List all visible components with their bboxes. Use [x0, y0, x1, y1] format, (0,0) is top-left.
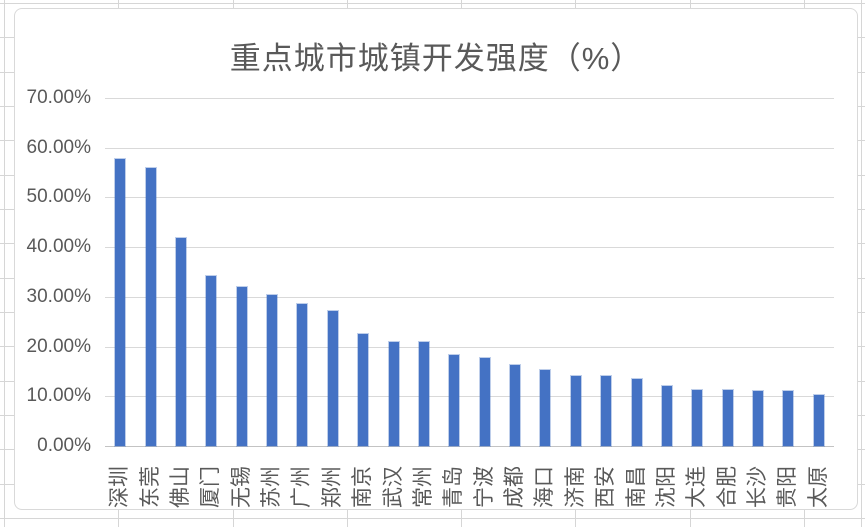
x-axis-category-label: 海口 [533, 466, 557, 508]
x-axis-category-label: 苏州 [260, 466, 284, 508]
y-gridline [105, 98, 834, 100]
x-axis-category-label: 宁波 [472, 466, 496, 508]
x-axis-category-label: 郑州 [320, 466, 344, 508]
y-axis-tick-label: 70.00% [26, 87, 91, 109]
x-axis-category-label: 武汉 [381, 466, 405, 508]
x-axis-category-label: 广州 [290, 466, 314, 508]
bar[interactable] [267, 294, 278, 446]
chart-area[interactable]: 重点城市城镇开发强度（%） 0.00% 10.00% 20.00% 30.00% 40.… [14, 8, 858, 510]
x-axis-category-label: 东莞 [138, 466, 162, 508]
bar[interactable] [388, 341, 399, 446]
x-axis-category-label: 佛山 [168, 466, 192, 508]
sheet-row-gridline [0, 517, 865, 519]
bar[interactable] [358, 333, 369, 446]
bar[interactable] [449, 355, 460, 446]
x-axis-category-label: 济南 [563, 466, 587, 508]
x-axis-line [105, 446, 834, 447]
x-axis-category-label: 贵阳 [776, 466, 800, 508]
x-axis-category-label: 厦门 [199, 466, 223, 508]
y-axis-tick-label: 40.00% [26, 236, 91, 258]
bar[interactable] [206, 276, 217, 446]
y-gridline [105, 346, 834, 348]
bar[interactable] [145, 167, 156, 446]
y-axis-tick-label: 20.00% [26, 335, 91, 357]
sheet-column-gridline [861, 0, 862, 527]
x-axis-category-label: 太原 [806, 466, 830, 508]
y-gridline [105, 247, 834, 249]
bar[interactable] [722, 390, 733, 446]
y-gridline [105, 147, 834, 149]
bar[interactable] [540, 370, 551, 446]
x-axis-category-label: 青岛 [442, 466, 466, 508]
x-axis-category-label: 无锡 [229, 466, 253, 508]
bar[interactable] [479, 358, 490, 446]
bar[interactable] [813, 394, 824, 446]
bar[interactable] [297, 303, 308, 446]
bar[interactable] [175, 238, 186, 446]
x-axis-category-label: 南昌 [624, 466, 648, 508]
bar[interactable] [327, 311, 338, 446]
sheet-row-gridline [0, 3, 865, 4]
x-axis-category-label: 沈阳 [654, 466, 678, 508]
y-gridline [105, 197, 834, 199]
x-axis-category-label: 深圳 [108, 466, 132, 508]
bar[interactable] [692, 389, 703, 446]
bar[interactable] [570, 376, 581, 446]
bar[interactable] [661, 386, 672, 446]
x-axis-category-label: 大连 [685, 466, 709, 508]
sheet-column-gridline [4, 0, 5, 527]
bar[interactable] [753, 391, 764, 446]
y-axis-tick-label: 50.00% [26, 186, 91, 208]
y-axis-tick-label: 0.00% [37, 435, 91, 456]
y-gridline [105, 296, 834, 298]
bar[interactable] [783, 391, 794, 446]
x-axis-category-label: 常州 [411, 466, 435, 508]
chart-title[interactable]: 重点城市城镇开发强度（%） [229, 41, 643, 76]
bar[interactable] [510, 364, 521, 446]
x-axis-category-label: 西安 [594, 466, 618, 508]
x-axis-category-label: 长沙 [746, 466, 770, 508]
bar[interactable] [418, 342, 429, 446]
bar[interactable] [631, 379, 642, 446]
x-axis-category-label: 南京 [351, 466, 375, 508]
bar[interactable] [236, 286, 247, 446]
bar[interactable] [115, 158, 126, 446]
y-gridline [105, 396, 834, 398]
x-axis-category-label: 合肥 [715, 466, 739, 508]
bar[interactable] [601, 376, 612, 446]
y-axis-tick-label: 60.00% [26, 136, 91, 158]
y-axis-tick-label: 10.00% [26, 385, 91, 407]
x-axis-category-label: 成都 [503, 466, 527, 508]
y-axis-tick-label: 30.00% [26, 285, 91, 307]
